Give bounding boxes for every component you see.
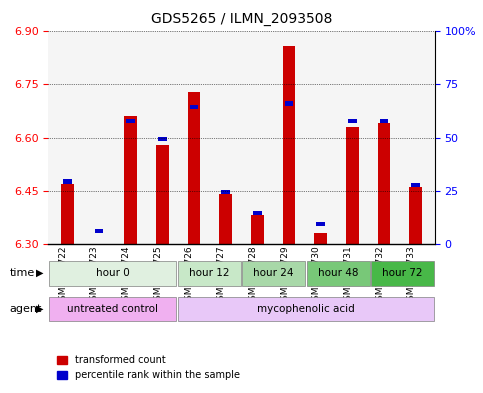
Bar (61, 184, 73, 244)
Bar (188, 92, 200, 244)
FancyBboxPatch shape (178, 261, 241, 285)
FancyBboxPatch shape (242, 261, 305, 285)
FancyBboxPatch shape (178, 297, 434, 321)
Bar (346, 127, 359, 244)
Bar (284, 101, 294, 106)
Bar (283, 46, 295, 244)
Text: hour 48: hour 48 (318, 268, 358, 278)
Text: hour 72: hour 72 (382, 268, 423, 278)
Text: ▶: ▶ (36, 303, 43, 314)
Text: hour 0: hour 0 (96, 268, 129, 278)
FancyBboxPatch shape (307, 261, 369, 285)
Bar (95, 229, 103, 233)
Text: untreated control: untreated control (67, 303, 158, 314)
Text: agent: agent (10, 303, 42, 314)
FancyBboxPatch shape (49, 297, 176, 321)
Bar (411, 183, 420, 187)
Bar (348, 119, 357, 123)
FancyBboxPatch shape (371, 261, 434, 285)
Bar (126, 119, 135, 123)
Text: hour 12: hour 12 (189, 268, 229, 278)
FancyBboxPatch shape (49, 261, 176, 285)
Bar (378, 123, 390, 244)
Bar (251, 215, 264, 244)
Bar (253, 211, 262, 215)
Legend: transformed count, percentile rank within the sample: transformed count, percentile rank withi… (53, 352, 243, 384)
Bar (189, 105, 199, 109)
Bar (380, 119, 388, 123)
Bar (314, 233, 327, 244)
Bar (156, 145, 169, 244)
Text: ▶: ▶ (36, 268, 43, 278)
Bar (63, 179, 72, 184)
Bar (221, 190, 230, 194)
Bar (316, 222, 325, 226)
Text: hour 24: hour 24 (254, 268, 294, 278)
Title: GDS5265 / ILMN_2093508: GDS5265 / ILMN_2093508 (151, 12, 332, 26)
Text: mycophenolic acid: mycophenolic acid (257, 303, 355, 314)
Bar (219, 194, 232, 244)
Bar (158, 137, 167, 141)
Bar (124, 116, 137, 244)
Text: time: time (10, 268, 35, 278)
Bar (410, 187, 422, 244)
